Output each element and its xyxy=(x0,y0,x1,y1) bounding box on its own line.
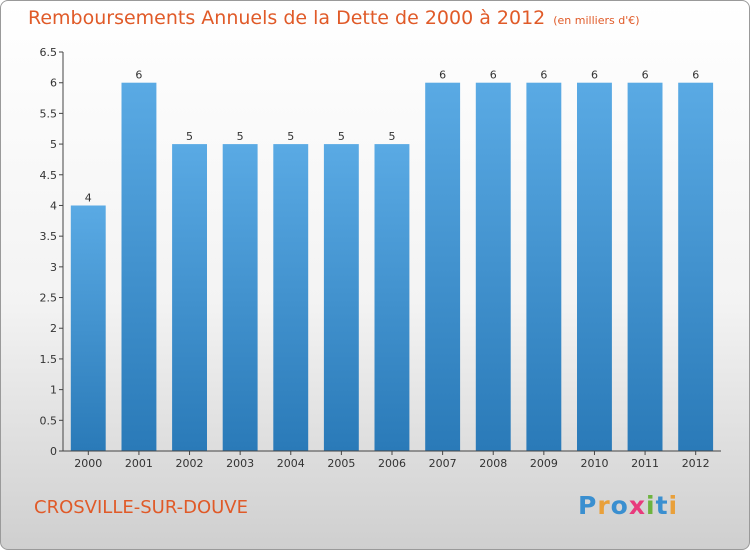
bar xyxy=(323,144,359,451)
x-tick-label: 2006 xyxy=(378,457,406,470)
proxiti-logo: Proxiti xyxy=(578,491,678,520)
bar-value-label: 5 xyxy=(338,130,345,143)
y-tick-label: 0.5 xyxy=(40,414,58,427)
logo-letter: i xyxy=(646,491,656,520)
x-tick-label: 2002 xyxy=(176,457,204,470)
x-tick-label: 2001 xyxy=(125,457,153,470)
chart-title-main: Remboursements Annuels de la Dette de 20… xyxy=(28,7,546,29)
y-tick-label: 4 xyxy=(50,199,57,212)
bar-value-label: 6 xyxy=(135,69,142,82)
logo-letter: x xyxy=(628,491,646,520)
x-tick-label: 2005 xyxy=(327,457,355,470)
y-tick-label: 5.5 xyxy=(40,107,58,120)
x-tick-label: 2008 xyxy=(479,457,507,470)
logo-letter: t xyxy=(655,491,669,520)
bar-value-label: 5 xyxy=(287,130,294,143)
x-tick-label: 2007 xyxy=(429,457,457,470)
y-tick-label: 5 xyxy=(50,138,57,151)
bar-value-label: 4 xyxy=(85,191,92,204)
bar-value-label: 5 xyxy=(237,130,244,143)
bar xyxy=(121,82,157,451)
y-tick-label: 6 xyxy=(50,77,57,90)
y-tick-label: 0 xyxy=(50,445,57,458)
bar xyxy=(222,144,258,451)
bar-value-label: 5 xyxy=(389,130,396,143)
y-axis: 0 0.5 1 1.5 2 2.5 3 3.5 4 4.5 5 5.5 6 6.5 xyxy=(40,46,64,458)
y-tick-label: 3 xyxy=(50,261,57,274)
logo-letter: i xyxy=(668,491,679,520)
bar-value-label: 6 xyxy=(490,69,497,82)
chart-title-unit: (en milliers d'€) xyxy=(553,14,640,27)
chart-title: Remboursements Annuels de la Dette de 20… xyxy=(28,7,640,29)
y-tick-label: 2.5 xyxy=(40,292,58,305)
bar xyxy=(577,82,612,451)
bar xyxy=(70,205,106,451)
bar-value-label: 5 xyxy=(186,130,193,143)
logo-letter: o xyxy=(610,491,629,520)
y-tick-label: 4.5 xyxy=(40,169,58,182)
y-tick-label: 1 xyxy=(50,384,57,397)
bar-value-label: 6 xyxy=(591,69,598,82)
bar-value-label: 6 xyxy=(642,69,649,82)
bar xyxy=(374,144,410,451)
y-tick-label: 2 xyxy=(50,322,57,335)
bar xyxy=(172,144,207,451)
x-tick-label: 2010 xyxy=(580,457,608,470)
x-tick-label: 2003 xyxy=(226,457,254,470)
bar-value-label: 6 xyxy=(692,69,699,82)
bar-value-label: 6 xyxy=(540,69,547,82)
x-tick-label: 2009 xyxy=(530,457,558,470)
x-tick-label: 2012 xyxy=(682,457,710,470)
bar xyxy=(273,144,309,451)
y-tick-label: 1.5 xyxy=(40,353,58,366)
bars: 4 6 5 5 5 5 5 6 6 6 6 6 6 xyxy=(70,69,714,451)
bar xyxy=(526,82,562,451)
y-tick-label: 3.5 xyxy=(40,230,58,243)
bar-value-label: 6 xyxy=(439,69,446,82)
x-tick-label: 2011 xyxy=(631,457,659,470)
place-name: CROSVILLE-SUR-DOUVE xyxy=(34,497,248,518)
bar xyxy=(425,82,461,451)
logo-letter: r xyxy=(597,491,611,520)
bar xyxy=(475,82,511,451)
y-tick-label: 6.5 xyxy=(40,46,58,59)
x-axis: 2000 2001 2002 2003 2004 2005 2006 2007 2008 2009… xyxy=(63,450,721,470)
x-tick-label: 2004 xyxy=(277,457,305,470)
x-tick-label: 2000 xyxy=(74,457,102,470)
bar xyxy=(678,82,714,451)
logo-letter: P xyxy=(578,491,598,520)
bar xyxy=(627,82,663,451)
